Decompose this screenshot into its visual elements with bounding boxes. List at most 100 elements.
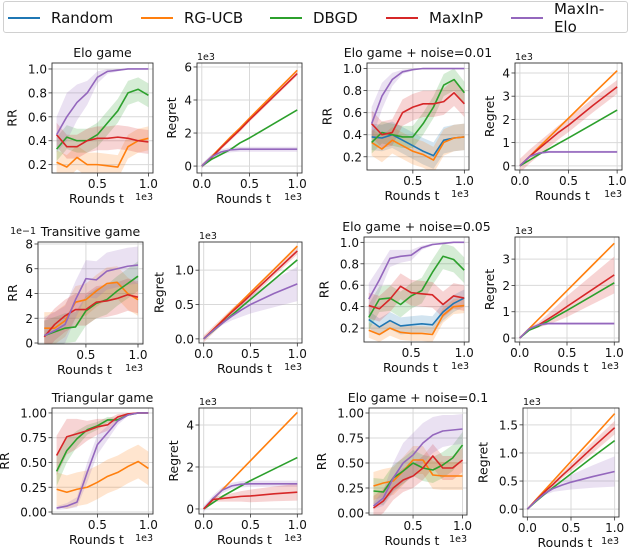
plot-area	[43, 246, 139, 344]
x-tick-label: 1.0	[288, 518, 307, 532]
y-tick-label: 3	[502, 90, 510, 104]
axes-frame	[368, 407, 468, 516]
y-tick-label: 0.5	[175, 298, 194, 312]
line-rg-ucb	[368, 304, 465, 336]
band-rg-ucb	[56, 126, 149, 173]
x-tick-label: 0.0	[510, 346, 529, 360]
y-tick-label: 0.4	[340, 300, 359, 314]
x-tick-label: 0.5	[241, 518, 260, 532]
y-tick-label: 2	[502, 279, 510, 293]
y-tick-label: 0.0	[499, 503, 518, 517]
y-tick-label: 6	[25, 262, 33, 276]
y-tick-label: 2	[502, 113, 510, 127]
line-dbgd	[201, 109, 298, 167]
legend-label: DBGD	[313, 9, 358, 27]
x-offset-label: 1e3	[451, 189, 469, 200]
axes-frame	[196, 62, 303, 174]
y-tick-label: 0	[502, 332, 510, 346]
y-tick-label: 0	[186, 502, 194, 516]
line-dbgd	[55, 88, 149, 150]
legend-line-maxin-elo	[511, 17, 543, 19]
axes-frame	[514, 236, 620, 343]
y-offset-label: 1e3	[515, 52, 533, 63]
y-tick-label: 0.6	[343, 106, 362, 120]
legend-item-random: Random	[8, 2, 113, 34]
x-axis-label: Rounds t	[534, 360, 589, 375]
y-tick-label: 0.4	[343, 128, 362, 142]
y-tick-label: 0.6	[340, 279, 359, 293]
axes-frame	[366, 62, 470, 171]
y-axis-label: RR	[316, 281, 331, 299]
panel-11: 0.0 0.5 1.0 0.0 0.5 1.0 1.5 Rounds t Regret 1e3 1e…	[475, 397, 624, 548]
x-axis-label: Rounds t	[217, 532, 272, 547]
line-maxin-elo	[370, 67, 465, 124]
panel-9: 0.0 0.5 1.0 0 2 4 Rounds t Regret 1e3 1e3	[166, 397, 307, 547]
panel-title: Elo game + noise=0.05	[342, 219, 490, 234]
y-offset-label: 1e3	[515, 226, 533, 237]
line-maxin-elo	[203, 482, 298, 510]
axes-frame	[363, 236, 470, 343]
y-tick-label: 1.00	[337, 407, 364, 421]
panel-10: 0.5 1.0 0.00 0.25 0.50 0.75 1.00 Elo game + noi…	[314, 390, 488, 548]
band-maxin-elo	[56, 68, 149, 153]
y-tick-label: 0.8	[343, 84, 362, 98]
plot-area	[368, 241, 465, 342]
x-tick-label: 0.5	[559, 174, 578, 188]
y-offset-label: 1e3	[523, 397, 541, 408]
y-tick-label: 0.50	[337, 457, 364, 471]
axes-frame	[522, 407, 620, 518]
legend-label: MaxIn-Elo	[553, 0, 605, 36]
y-tick-label: 3	[502, 253, 510, 267]
x-axis-label: Rounds t	[216, 191, 271, 206]
legend-item-dbgd: DBGD	[270, 2, 358, 34]
y-axis-label: Regret	[482, 96, 497, 137]
x-axis-label: Rounds t	[69, 191, 124, 206]
panel-0: 0.5 1.0 0.2 0.4 0.6 0.8 1.0 Elo game Rounds t RR 1…	[4, 45, 158, 206]
x-offset-label: 1e3	[125, 363, 143, 374]
line-rg-ucb	[56, 137, 149, 168]
line-rg-ucb	[371, 136, 465, 161]
x-tick-label: 0.0	[510, 174, 529, 188]
y-tick-label: 0.0	[175, 332, 194, 346]
panel-6: 0.5 1.0 0.2 0.4 0.6 0.8 1.0 Elo game + noise=0.…	[316, 219, 490, 375]
legend-label: Random	[51, 9, 114, 27]
line-dbgd	[43, 275, 139, 337]
y-axis-label: RR	[4, 109, 19, 127]
panel-7: 0.0 0.5 1.0 0 1 2 3 Rounds t Regret 1e3 1e3	[482, 226, 624, 375]
panel-title: Elo game	[73, 45, 132, 60]
axes-frame	[198, 407, 303, 515]
x-tick-label: 1.0	[605, 521, 624, 535]
y-axis-label: Regret	[151, 272, 166, 313]
x-tick-label: 0.5	[76, 348, 95, 362]
plot-area	[55, 412, 149, 511]
y-tick-label: 0.2	[343, 150, 362, 164]
band-rg-ucb	[368, 298, 465, 342]
line-maxinp	[43, 293, 139, 338]
x-tick-label: 0.5	[402, 346, 421, 360]
panel-1: 0.0 0.5 1.0 0 2 4 6 Rounds t Regret 1e3 1e3	[164, 52, 307, 206]
y-tick-label: 0	[184, 160, 192, 174]
y-axis-label: RR	[319, 108, 334, 126]
x-tick-label: 1.0	[608, 174, 627, 188]
line-maxinp	[372, 455, 464, 509]
x-offset-label: 1e3	[601, 361, 619, 372]
line-maxinp	[203, 491, 298, 510]
panel-5: 0.0 0.5 1.0 0.0 0.5 1.0 Rounds t Regret 1e3 1e3	[151, 231, 306, 376]
legend-item-maxinp: MaxInP	[386, 2, 483, 34]
x-tick-label: 1.0	[453, 519, 472, 533]
y-offset-label: 1e3	[199, 397, 217, 408]
line-maxin-elo	[201, 148, 298, 167]
band-maxin-elo	[203, 266, 298, 339]
x-tick-label: 0.5	[404, 519, 423, 533]
x-tick-label: 0.0	[518, 521, 537, 535]
band-random	[371, 121, 465, 169]
y-axis-label: Regret	[475, 442, 490, 483]
legend-label: MaxInP	[429, 9, 483, 27]
x-offset-label: 1e3	[601, 536, 619, 547]
legend-item-rg-ucb: RG-UCB	[141, 2, 243, 34]
x-offset-label: 1e3	[604, 189, 622, 200]
plot-area	[203, 245, 298, 343]
line-rg-ucb	[56, 460, 149, 494]
y-offset-label: 1e−1	[10, 226, 36, 237]
